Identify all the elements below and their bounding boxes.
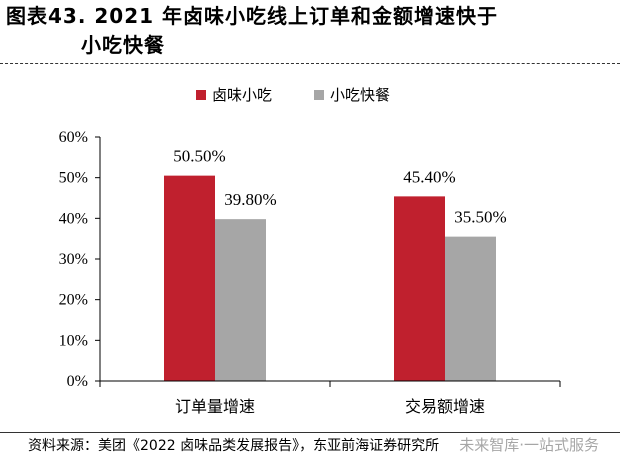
bar <box>215 219 266 381</box>
bar-value-label: 45.40% <box>403 167 455 186</box>
legend-swatch <box>196 90 206 100</box>
y-tick-label: 50% <box>59 170 88 187</box>
bottom-divider <box>0 432 620 433</box>
legend-label: 卤味小吃 <box>212 86 272 104</box>
top-divider <box>0 63 620 64</box>
bar <box>164 175 215 381</box>
legend-swatch <box>314 90 324 100</box>
y-tick-label: 20% <box>59 292 88 309</box>
x-category-label: 订单量增速 <box>175 397 255 416</box>
bar <box>445 236 496 381</box>
chart-title: 图表43. 2021 年卤味小吃线上订单和金额增速快于 小吃快餐 <box>6 2 616 60</box>
y-tick-label: 0% <box>67 373 88 390</box>
bar-value-label: 39.80% <box>224 190 276 209</box>
x-category-label: 交易额增速 <box>405 397 485 416</box>
bar-value-label: 35.50% <box>454 208 506 227</box>
y-tick-label: 40% <box>59 210 88 227</box>
title-line-2: 小吃快餐 <box>81 33 165 57</box>
y-tick-label: 10% <box>59 332 88 349</box>
legend: 卤味小吃 小吃快餐 <box>196 86 390 104</box>
y-axis: 0% 10% 20% 30% 40% 50% 60% <box>59 129 101 390</box>
watermark: 未来智库·一站式服务 <box>457 434 601 455</box>
bars <box>164 175 496 381</box>
data-labels: 50.50% 39.80% 45.40% 35.50% <box>173 147 506 227</box>
bar-chart: 卤味小吃 小吃快餐 0% 10% 20% 30% 40% 50% 60% 50.50% 39.8… <box>59 86 561 416</box>
y-tick-label: 30% <box>59 251 88 268</box>
source-note: 资料来源：美团《2022 卤味品类发展报告》，东亚前海证券研究所 <box>28 438 440 454</box>
bar <box>394 196 445 381</box>
x-axis: 订单量增速 交易额增速 <box>99 380 561 416</box>
title-line-1: 图表43. 2021 年卤味小吃线上订单和金额增速快于 <box>6 4 499 28</box>
legend-label: 小吃快餐 <box>330 86 390 104</box>
y-tick-label: 60% <box>59 129 88 146</box>
bar-value-label: 50.50% <box>173 147 225 166</box>
